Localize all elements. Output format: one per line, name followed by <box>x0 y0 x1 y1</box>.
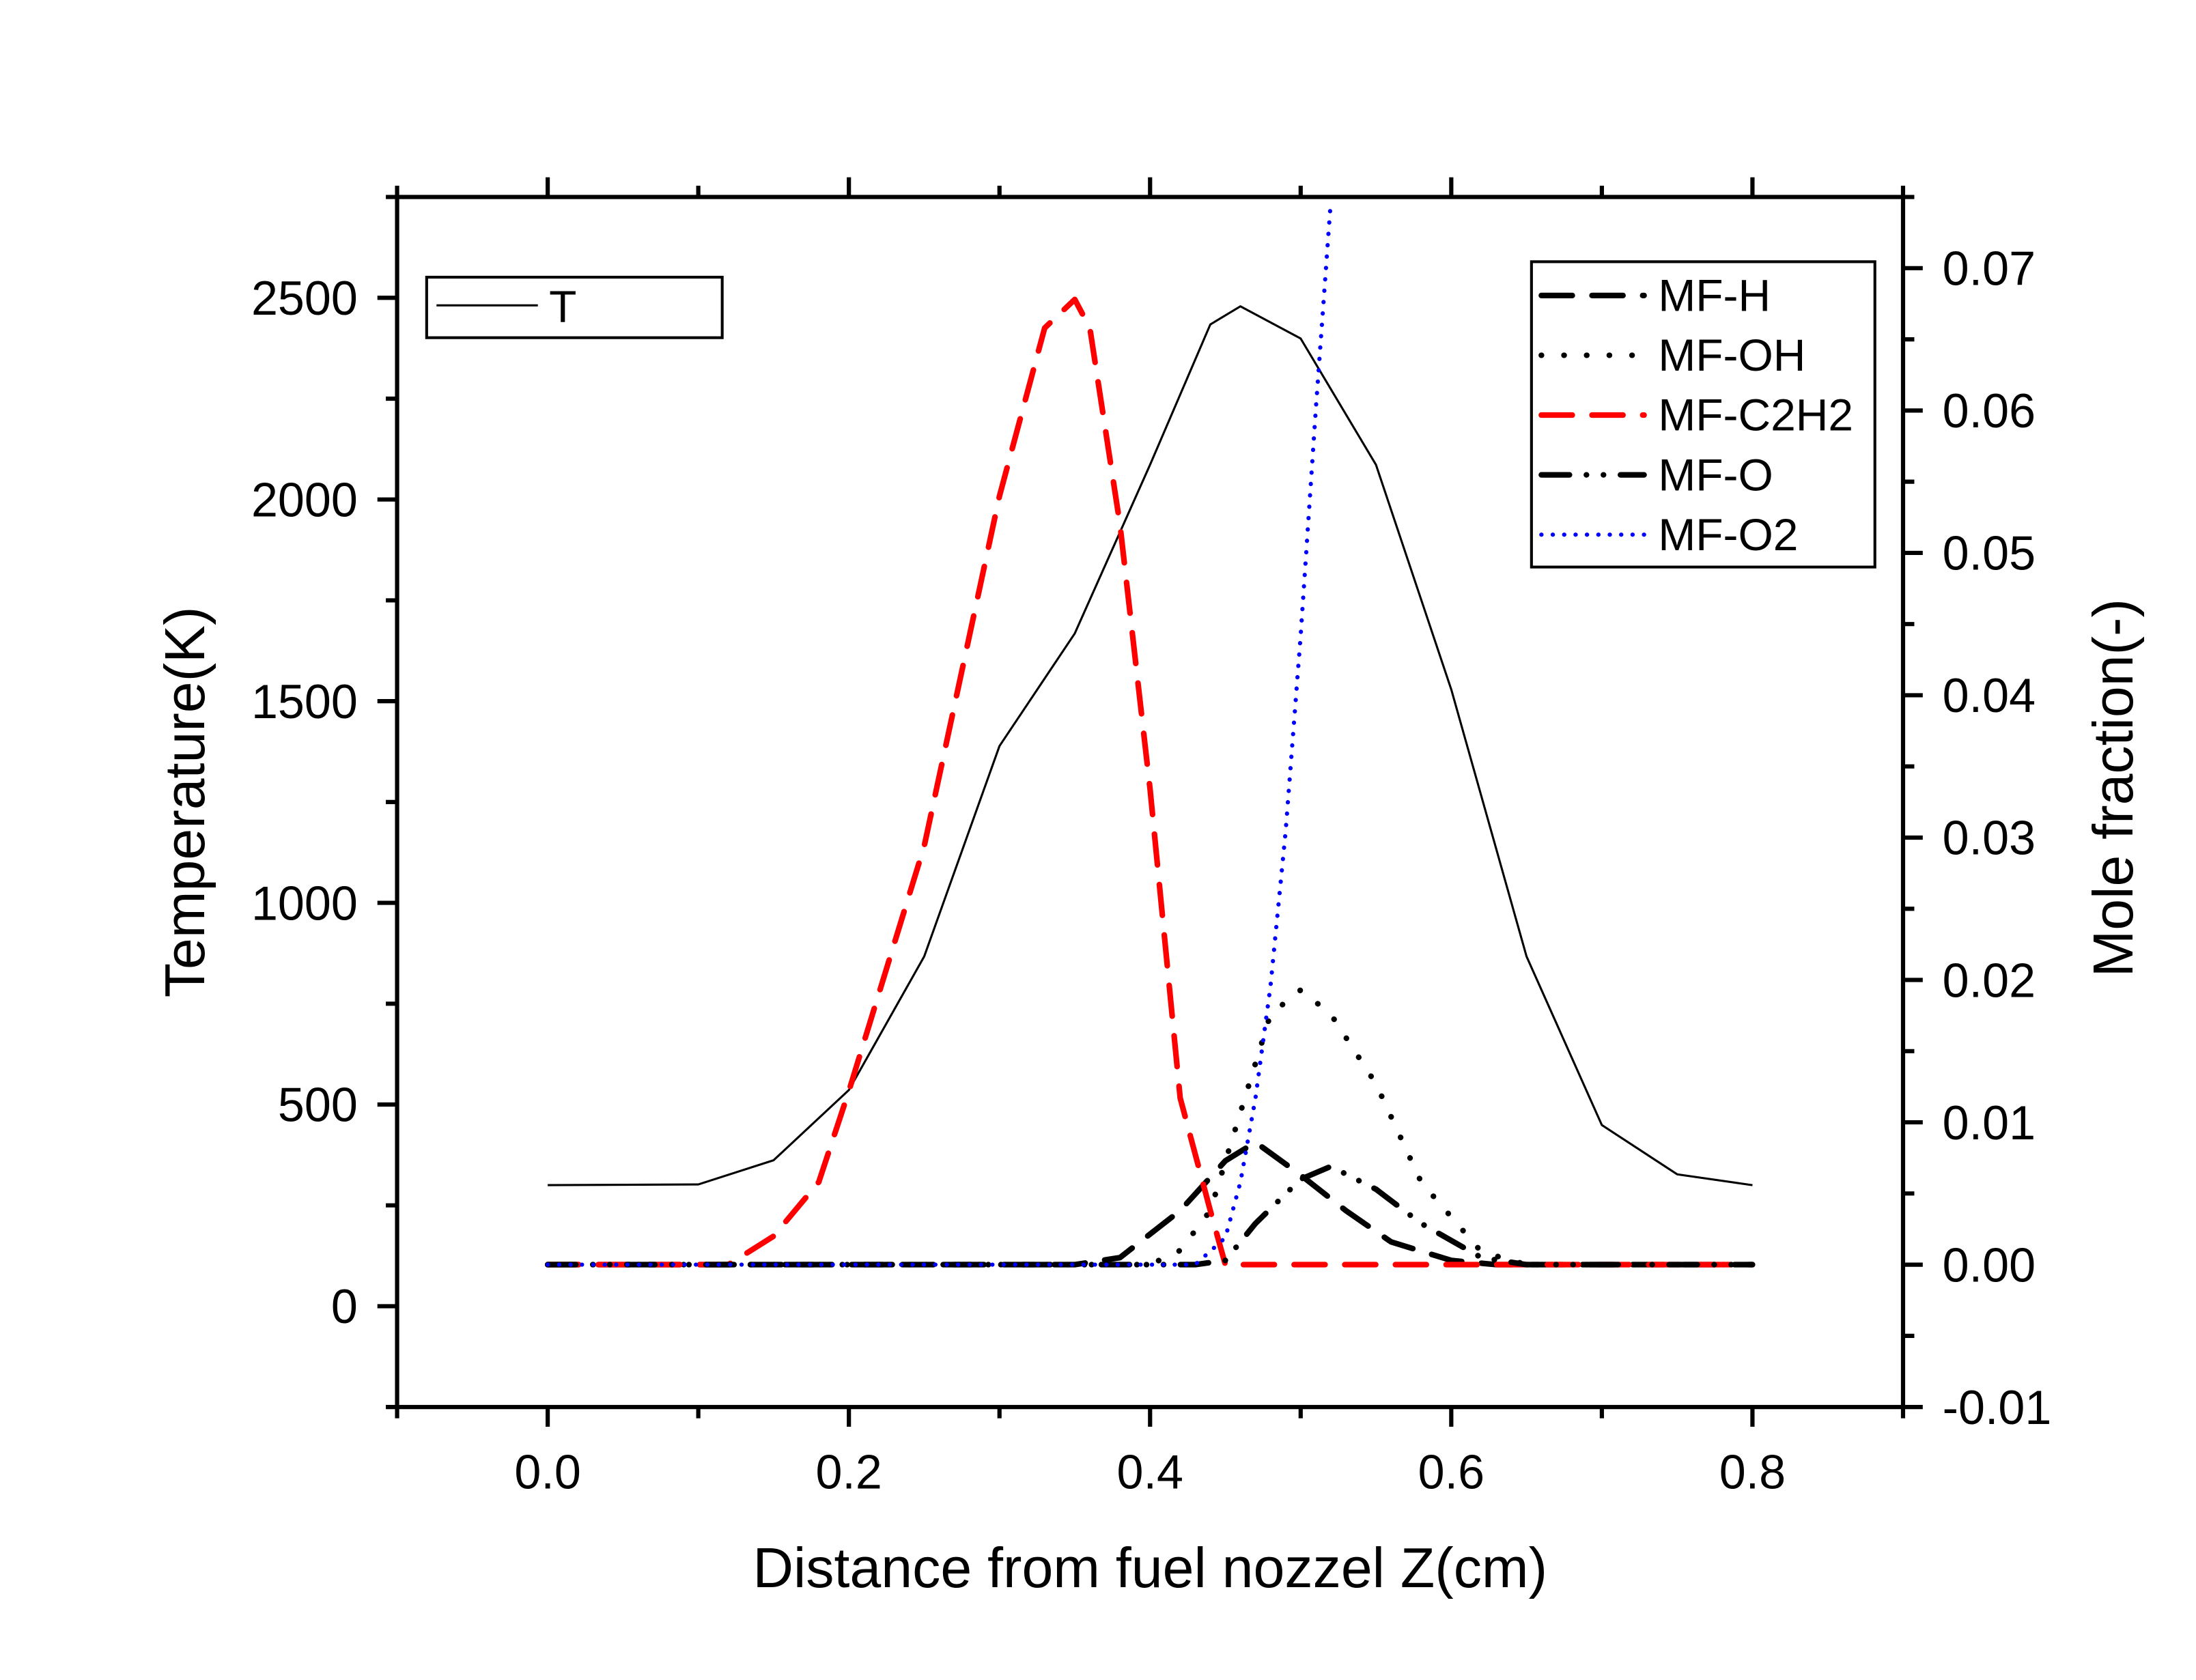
y-right-tick-label: 0.04 <box>1943 669 2036 722</box>
series-line-mf-o2 <box>546 199 1334 1267</box>
legend-label: MF-OH <box>1658 330 1805 380</box>
y-right-tick-label: 0.06 <box>1943 384 2036 438</box>
legend-box <box>425 275 724 339</box>
y-tick-label: 0 <box>331 1280 358 1333</box>
y-right-axis-label: Mole fraction(-) <box>2082 599 2145 977</box>
y-right-tick-label: 0.05 <box>1943 527 2036 580</box>
x-tick-label: 0.2 <box>815 1446 882 1499</box>
x-tick-label: 0.6 <box>1418 1446 1484 1499</box>
x-tick-label: 0.8 <box>1719 1446 1786 1499</box>
y-tick-label: 2000 <box>251 473 358 526</box>
y-right-tick-label: 0.03 <box>1943 812 2036 865</box>
series-line-mf-o <box>544 1163 1756 1268</box>
axis-ticks: 0.0 0.2 0.4 0.6 0.8 0 500 1000 1500 2000 2500 -0.01… <box>251 177 2051 1499</box>
series-line-mf-oh <box>544 987 1756 1268</box>
y-right-tick-label: 0.00 <box>1943 1238 2036 1292</box>
legend-label: MF-O <box>1658 449 1773 500</box>
y-axis-label: Temperature(K) <box>154 607 216 998</box>
y-tick-label: 1500 <box>251 675 358 728</box>
series-line-mf-c2h2 <box>544 296 1756 1268</box>
y-right-tick-label: 0.01 <box>1943 1096 2036 1150</box>
plot-frame <box>395 195 1906 1410</box>
legend-label: MF-H <box>1658 270 1771 321</box>
y-tick-label: 2500 <box>251 272 358 325</box>
legend-left: T <box>425 275 724 339</box>
x-tick-label: 0.4 <box>1117 1446 1183 1499</box>
y-right-tick-label: 0.07 <box>1943 242 2036 296</box>
series-group <box>544 199 1756 1268</box>
series-line-mf-h <box>544 1139 1756 1268</box>
legend-box <box>1530 260 1876 569</box>
y-right-tick-label: 0.02 <box>1943 954 2036 1007</box>
legend-right: MF-H MF-OH MF-C2H2 MF-O MF-O2 <box>1530 260 1876 569</box>
legend-label: MF-C2H2 <box>1658 390 1853 440</box>
y-tick-label: 500 <box>278 1079 358 1132</box>
x-axis-label: Distance from fuel nozzel Z(cm) <box>752 1537 1547 1599</box>
legend-label: MF-O2 <box>1658 509 1798 560</box>
series-line-t <box>548 305 1753 1186</box>
x-tick-label: 0.0 <box>514 1446 580 1499</box>
y-tick-label: 1000 <box>251 877 358 930</box>
legend-label: T <box>549 281 576 332</box>
y-right-tick-label: -0.01 <box>1943 1381 2052 1434</box>
